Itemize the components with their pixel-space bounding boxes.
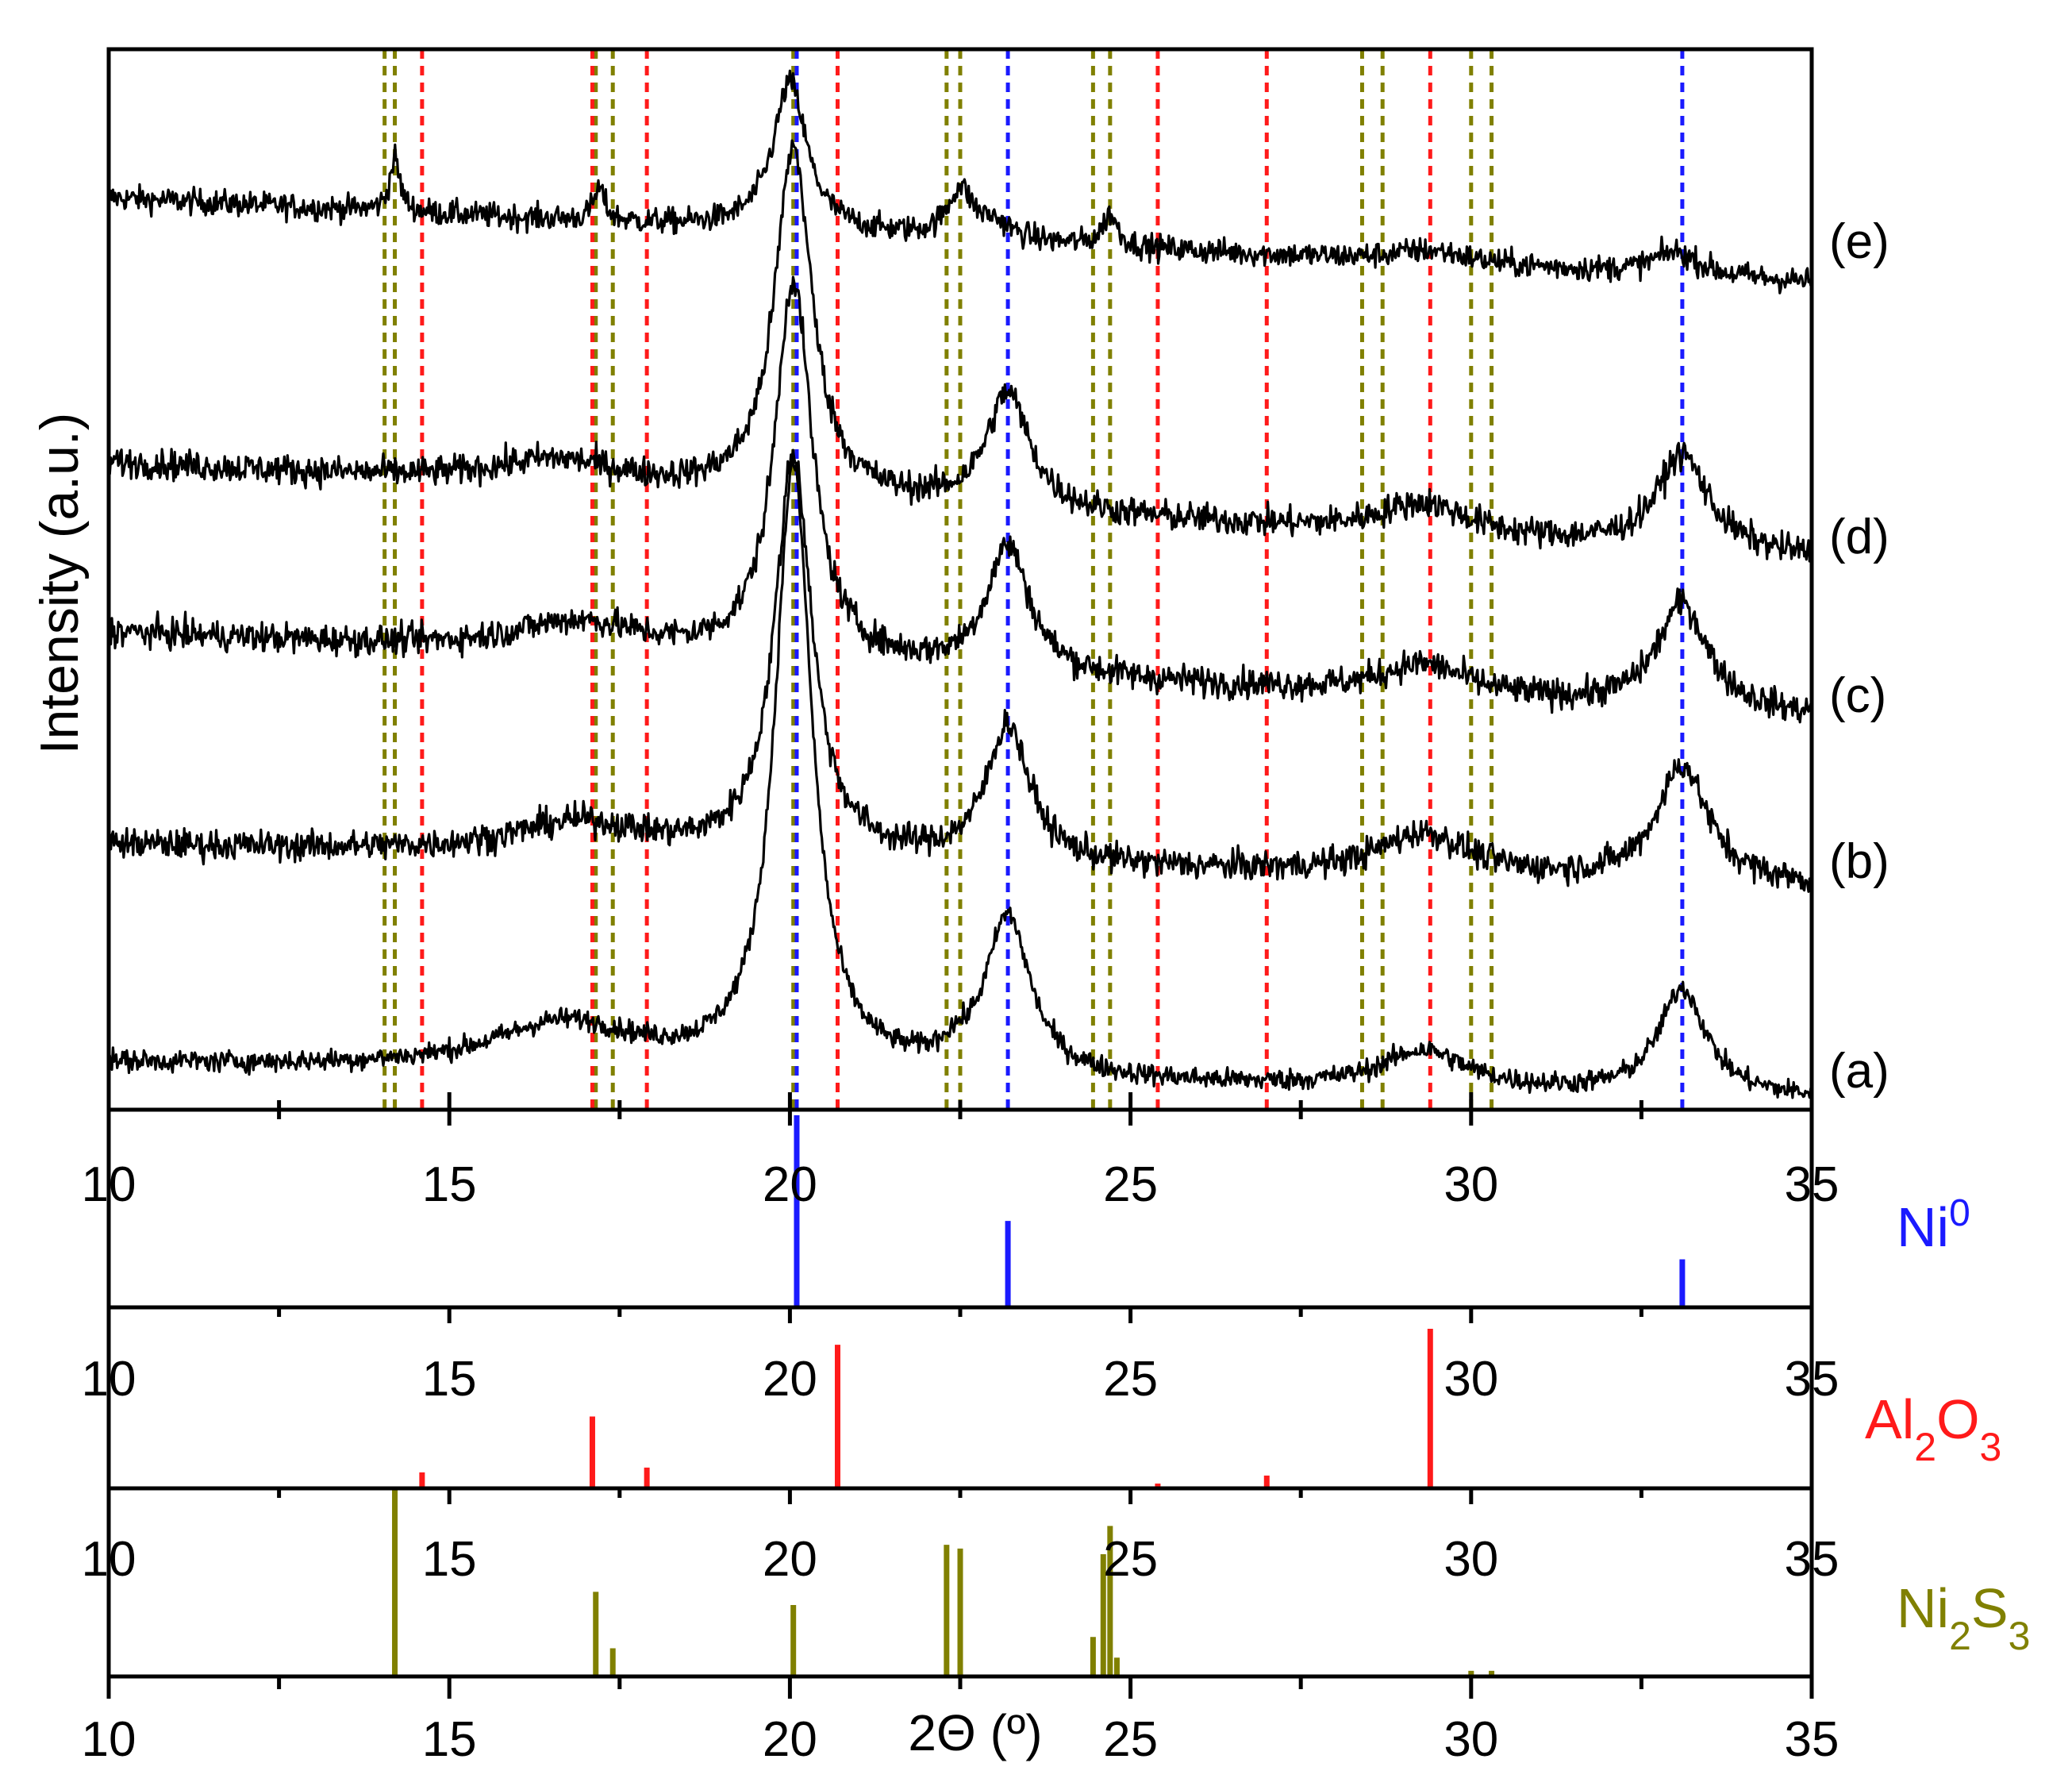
pattern-c xyxy=(107,275,1813,726)
pattern-label-d: (d) xyxy=(1829,510,1889,564)
x-axis-tick-label: 20 xyxy=(763,1712,817,1767)
ni0-panel-tick-label: 10 xyxy=(82,1157,136,1212)
phase-guide-lines xyxy=(382,49,1685,1110)
x-axis-tick-label: 15 xyxy=(422,1712,477,1767)
pattern-label-c: (c) xyxy=(1829,668,1886,723)
al2o3-panel-tick-label: 35 xyxy=(1785,1352,1839,1407)
pattern-label-a: (a) xyxy=(1829,1044,1889,1099)
xrd-patterns xyxy=(107,69,1813,1099)
pattern-d xyxy=(107,139,1813,563)
phase-label-al2o3: Al2O3 xyxy=(1865,1388,2001,1469)
al2o3-panel-tick-label: 10 xyxy=(82,1352,136,1407)
ni0-panel-tick-label: 20 xyxy=(763,1157,817,1212)
ni2s3-panel-tick-label: 10 xyxy=(82,1532,136,1587)
phase-label-ni0: Ni0 xyxy=(1897,1192,1970,1259)
x-axis-tick-label: 10 xyxy=(82,1712,136,1767)
ni2s3-panel-tick-label: 20 xyxy=(763,1532,817,1587)
ni2s3-panel-tick-label: 35 xyxy=(1785,1532,1839,1587)
pattern-label-e: (e) xyxy=(1829,214,1889,269)
pattern-e xyxy=(107,69,1813,294)
ni2s3-panel-tick-label: 30 xyxy=(1443,1532,1498,1587)
ni0-panel-tick-label: 15 xyxy=(422,1157,477,1212)
axis-labels: (e) (d) (c) (b) (a) 10 15 20 25 30 35 10 15 20 25 30 35 1… xyxy=(29,214,2030,1767)
pattern-b xyxy=(107,448,1813,893)
ni0-panel-tick-label: 35 xyxy=(1785,1157,1839,1212)
ni2s3-panel-tick-label: 25 xyxy=(1103,1532,1158,1587)
y-axis-title: Intensity (a.u.) xyxy=(29,413,90,755)
al2o3-panel-tick-label: 20 xyxy=(763,1352,817,1407)
x-axis-tick-label: 25 xyxy=(1103,1712,1158,1767)
pattern-label-b: (b) xyxy=(1829,834,1889,889)
ni2s3-panel-tick-label: 15 xyxy=(422,1532,477,1587)
x-axis-tick-label: 35 xyxy=(1785,1712,1839,1767)
x-axis-tick-label: 30 xyxy=(1443,1712,1498,1767)
al2o3-panel-tick-label: 15 xyxy=(422,1352,477,1407)
axis-ticks xyxy=(106,1092,1814,1699)
al2o3-panel-tick-label: 25 xyxy=(1103,1352,1158,1407)
ni0-panel-tick-label: 25 xyxy=(1103,1157,1158,1212)
al2o3-panel-tick-label: 30 xyxy=(1443,1352,1498,1407)
pattern-a xyxy=(107,457,1813,1099)
phase-label-ni2s3: Ni2S3 xyxy=(1897,1577,2030,1658)
ni0-panel-tick-label: 30 xyxy=(1443,1157,1498,1212)
x-axis-title: 2Θ (º) xyxy=(908,1704,1042,1761)
